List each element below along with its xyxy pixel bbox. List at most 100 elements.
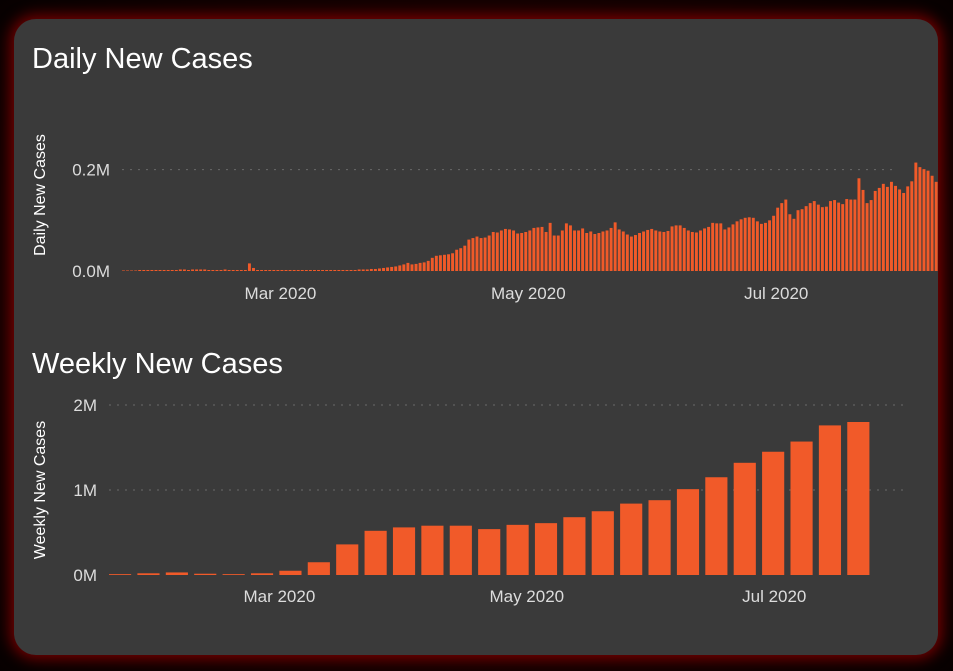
x-tick-label: Mar 2020 <box>243 587 315 606</box>
bar <box>837 202 841 271</box>
bar <box>272 269 276 271</box>
bar <box>703 228 707 271</box>
bar <box>187 269 190 271</box>
bar <box>699 230 702 271</box>
bar <box>406 262 410 271</box>
bar <box>345 269 349 271</box>
bar <box>914 162 918 271</box>
bar <box>284 269 288 271</box>
weekly-chart-title: Weekly New Cases <box>32 348 283 380</box>
bar <box>784 199 788 271</box>
bar <box>195 269 199 271</box>
bar <box>865 203 869 271</box>
bar <box>841 204 845 271</box>
bar <box>130 270 134 271</box>
weekly-new-cases-chart: 0M 1M 2M Mar 2020 May 2020 Jul 2020 Weekly New… <box>32 396 908 606</box>
bar <box>881 183 885 271</box>
bar <box>926 170 930 271</box>
y-tick-label: 0.2M <box>72 161 110 180</box>
bar <box>307 562 330 575</box>
bar <box>243 269 247 271</box>
bar <box>495 232 499 271</box>
bar <box>747 217 751 271</box>
bar <box>154 269 158 271</box>
bar <box>788 214 792 271</box>
bar <box>853 199 857 271</box>
bar <box>885 186 889 271</box>
bar <box>438 255 442 271</box>
bar <box>508 229 511 271</box>
bar <box>902 192 906 271</box>
bar <box>625 234 629 271</box>
bar <box>910 181 914 271</box>
daily-chart-title: Daily New Cases <box>32 43 253 75</box>
bar <box>690 231 694 271</box>
bar <box>321 269 325 271</box>
bar <box>390 266 394 271</box>
bar <box>378 268 381 271</box>
bar <box>723 229 727 271</box>
bar <box>211 269 215 271</box>
bar <box>166 269 170 271</box>
bar <box>877 187 881 271</box>
bar <box>739 219 743 271</box>
x-tick-label: Jul 2020 <box>742 587 806 606</box>
bar <box>768 220 772 271</box>
bar <box>512 230 516 271</box>
bar <box>499 230 503 271</box>
bar <box>658 231 662 271</box>
bar <box>122 270 125 271</box>
bar <box>642 231 646 271</box>
bar <box>556 235 560 271</box>
bar <box>268 269 272 271</box>
bar <box>296 269 300 271</box>
bar <box>818 425 842 575</box>
bar <box>670 226 674 271</box>
bar <box>591 511 614 575</box>
bar <box>288 269 292 271</box>
y-tick-label: 0.0M <box>72 262 110 281</box>
bar <box>223 269 227 271</box>
bar <box>178 269 182 271</box>
bar <box>934 181 938 271</box>
bar <box>772 215 776 271</box>
bar <box>165 572 188 575</box>
bar <box>308 269 312 271</box>
bar <box>524 231 528 271</box>
bar <box>762 451 785 575</box>
bar <box>638 233 641 271</box>
bar <box>560 230 564 271</box>
bar <box>455 249 459 271</box>
bar <box>676 489 700 575</box>
bar <box>890 181 893 271</box>
bar <box>800 209 804 271</box>
bar <box>174 269 178 271</box>
bar <box>906 186 910 271</box>
bar <box>443 254 446 271</box>
bar <box>869 200 873 271</box>
bar <box>235 269 239 271</box>
bar <box>816 204 820 271</box>
bar <box>353 269 357 271</box>
bar <box>812 201 816 271</box>
bar <box>369 268 373 271</box>
bar <box>182 269 186 271</box>
bar <box>162 269 166 271</box>
bar <box>146 269 150 271</box>
bar <box>215 269 219 271</box>
bar <box>918 167 922 271</box>
bar <box>544 231 548 271</box>
bar <box>252 267 255 271</box>
bar <box>705 477 728 575</box>
bar <box>109 574 132 575</box>
bar <box>790 441 813 575</box>
bar <box>585 233 589 271</box>
bar <box>536 227 540 271</box>
bar <box>707 226 711 271</box>
bar <box>568 225 572 271</box>
bar <box>534 523 558 575</box>
bar <box>337 269 341 271</box>
bar <box>250 573 274 575</box>
bar <box>329 269 333 271</box>
bar <box>922 169 926 271</box>
